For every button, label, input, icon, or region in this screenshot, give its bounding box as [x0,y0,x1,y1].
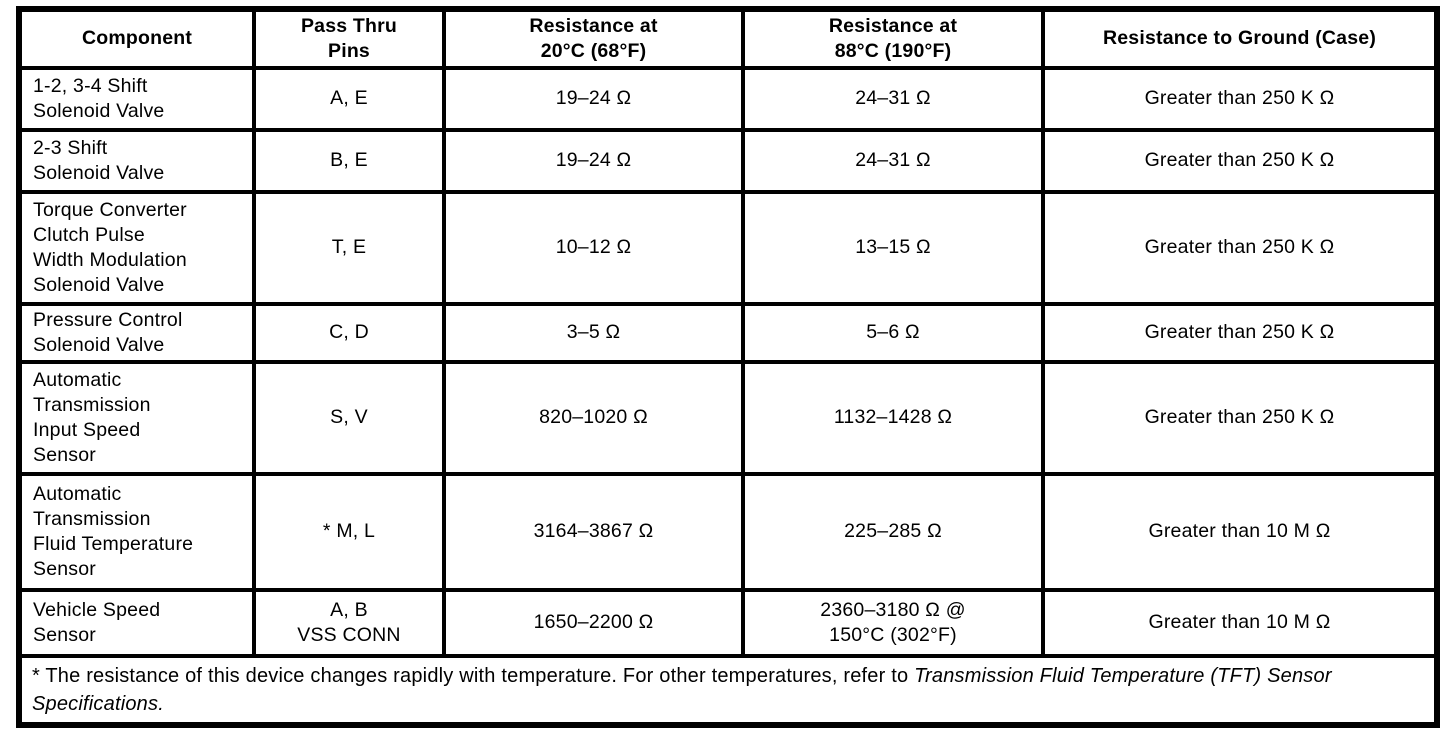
cell-resistance-88c: 1132–1428 Ω [741,359,1045,476]
header-row: Component Pass Thru Pins Resistance at 2… [17,7,1439,70]
cell-pins: B, E [252,127,446,194]
cell-component: Automatic Transmission Input Speed Senso… [17,359,256,476]
footnote-row: * The resistance of this device changes … [17,653,1439,727]
header-cell-resistance-88c: Resistance at 88°C (190°F) [741,7,1045,70]
cell-resistance-20c: 820–1020 Ω [442,359,745,476]
cell-resistance-88c: 24–31 Ω [741,65,1045,132]
cell-component: 1-2, 3-4 Shift Solenoid Valve [17,65,256,132]
cell-resistance-ground: Greater than 250 K Ω [1041,301,1439,364]
table-row: Pressure Control Solenoid Valve C, D 3–5… [17,301,1439,364]
cell-pins: A, E [252,65,446,132]
header-cell-resistance-20c: Resistance at 20°C (68°F) [442,7,745,70]
table-row: 1-2, 3-4 Shift Solenoid Valve A, E 19–24… [17,65,1439,132]
table-header: Component Pass Thru Pins Resistance at 2… [17,7,1439,70]
table-row: Automatic Transmission Input Speed Senso… [17,359,1439,476]
cell-component: 2-3 Shift Solenoid Valve [17,127,256,194]
header-cell-component: Component [17,7,256,70]
cell-pins: T, E [252,189,446,306]
table-row: Vehicle Speed Sensor A, B VSS CONN 1650–… [17,587,1439,658]
cell-resistance-20c: 10–12 Ω [442,189,745,306]
cell-resistance-88c: 225–285 Ω [741,471,1045,592]
cell-pins: S, V [252,359,446,476]
cell-pins: A, B VSS CONN [252,587,446,658]
header-cell-pass-thru-pins: Pass Thru Pins [252,7,446,70]
cell-resistance-20c: 1650–2200 Ω [442,587,745,658]
cell-component: Automatic Transmission Fluid Temperature… [17,471,256,592]
cell-resistance-ground: Greater than 250 K Ω [1041,359,1439,476]
footnote-italic-reference: Transmission Fluid Temperature (TFT) Sen… [32,664,1332,715]
cell-resistance-20c: 3–5 Ω [442,301,745,364]
cell-resistance-88c: 13–15 Ω [741,189,1045,306]
cell-resistance-20c: 3164–3867 Ω [442,471,745,592]
cell-component: Pressure Control Solenoid Valve [17,301,256,364]
cell-resistance-20c: 19–24 Ω [442,65,745,132]
cell-resistance-ground: Greater than 10 M Ω [1041,471,1439,592]
cell-resistance-ground: Greater than 250 K Ω [1041,127,1439,194]
cell-resistance-ground: Greater than 10 M Ω [1041,587,1439,658]
header-cell-resistance-ground: Resistance to Ground (Case) [1041,7,1439,70]
table-row: 2-3 Shift Solenoid Valve B, E 19–24 Ω 24… [17,127,1439,194]
table-row: Torque Converter Clutch Pulse Width Modu… [17,189,1439,306]
table-body: 1-2, 3-4 Shift Solenoid Valve A, E 19–24… [17,65,1439,727]
cell-pins: C, D [252,301,446,364]
resistance-spec-table: Component Pass Thru Pins Resistance at 2… [16,6,1440,728]
cell-component: Vehicle Speed Sensor [17,587,256,658]
footnote-text: * The resistance of this device changes … [32,664,915,687]
cell-resistance-88c: 5–6 Ω [741,301,1045,364]
cell-resistance-20c: 19–24 Ω [442,127,745,194]
table-row: Automatic Transmission Fluid Temperature… [17,471,1439,592]
cell-resistance-ground: Greater than 250 K Ω [1041,189,1439,306]
cell-resistance-88c: 24–31 Ω [741,127,1045,194]
table-footnote: * The resistance of this device changes … [17,653,1439,727]
cell-component: Torque Converter Clutch Pulse Width Modu… [17,189,256,306]
cell-resistance-88c: 2360–3180 Ω @ 150°C (302°F) [741,587,1045,658]
cell-resistance-ground: Greater than 250 K Ω [1041,65,1439,132]
cell-pins: * M, L [252,471,446,592]
